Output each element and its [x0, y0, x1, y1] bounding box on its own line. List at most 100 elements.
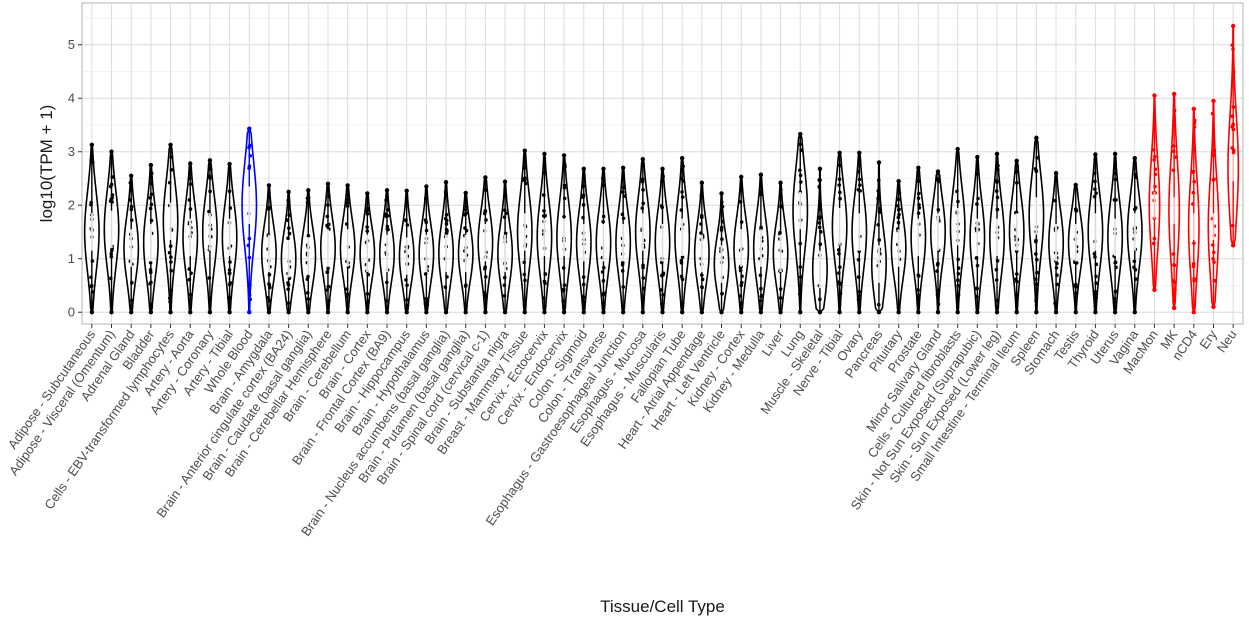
min-point	[522, 310, 527, 315]
data-point	[994, 189, 999, 193]
data-point	[996, 163, 1000, 168]
violin	[1008, 158, 1025, 315]
data-point	[1152, 158, 1156, 162]
min-point	[916, 310, 921, 315]
data-point	[502, 293, 507, 298]
data-point	[779, 193, 783, 198]
data-point	[601, 279, 606, 283]
data-point	[384, 299, 389, 303]
data-point	[975, 202, 979, 206]
violin	[693, 180, 710, 315]
min-point	[1211, 304, 1216, 310]
data-point	[1112, 300, 1117, 305]
max-point	[876, 160, 882, 165]
data-point	[1112, 198, 1117, 202]
y-axis-ticks: 0 1 2 3 4 5	[68, 37, 82, 320]
data-point	[1034, 239, 1038, 244]
min-point	[148, 310, 154, 315]
data-point	[936, 302, 941, 307]
violin	[634, 157, 651, 315]
median-box	[582, 223, 585, 262]
data-point	[897, 212, 901, 217]
min-point	[443, 310, 449, 315]
violin	[752, 172, 769, 315]
data-point	[561, 299, 565, 303]
data-point	[502, 283, 507, 288]
data-point	[1153, 167, 1158, 171]
data-point	[327, 298, 331, 303]
data-point	[1231, 47, 1235, 52]
data-point	[739, 187, 744, 192]
data-point	[1172, 292, 1177, 297]
max-point	[207, 158, 213, 163]
data-point	[306, 233, 311, 238]
data-point	[759, 190, 763, 195]
median-box	[720, 245, 723, 283]
data-point	[325, 270, 330, 274]
min-point	[955, 310, 960, 315]
data-point	[856, 293, 861, 298]
violin	[1087, 152, 1104, 315]
data-point	[1192, 118, 1197, 123]
data-point	[463, 212, 467, 217]
max-point	[620, 165, 626, 170]
data-point	[700, 285, 704, 290]
data-point	[1151, 148, 1156, 152]
min-point	[128, 310, 134, 315]
data-point	[856, 275, 861, 279]
data-point	[679, 208, 684, 212]
data-point	[286, 301, 291, 305]
max-point	[739, 174, 744, 180]
max-point	[424, 184, 429, 189]
data-point	[817, 220, 822, 225]
median-box	[248, 186, 251, 224]
violin	[280, 189, 297, 315]
data-point	[975, 263, 980, 268]
max-point	[1171, 91, 1177, 97]
data-point	[443, 216, 448, 221]
data-point	[1230, 114, 1235, 119]
min-point	[424, 310, 429, 315]
violin	[811, 166, 828, 315]
max-point	[719, 191, 724, 196]
violin	[890, 178, 907, 315]
data-point	[641, 188, 645, 192]
min-point	[1171, 305, 1177, 311]
data-point	[464, 283, 468, 287]
min-point	[168, 310, 173, 315]
data-point	[856, 188, 861, 192]
data-point	[286, 236, 290, 241]
max-point	[857, 150, 862, 155]
data-point	[246, 243, 251, 248]
data-point	[305, 200, 310, 205]
median-box	[1113, 218, 1117, 257]
data-point	[1053, 198, 1057, 203]
data-point	[818, 297, 822, 302]
max-point	[1073, 182, 1078, 188]
max-point	[384, 188, 390, 193]
data-point	[424, 296, 429, 301]
violin	[241, 126, 258, 315]
median-box	[326, 229, 330, 267]
median-box	[464, 234, 467, 273]
data-point	[503, 194, 508, 198]
data-point	[128, 198, 133, 202]
violin	[1048, 170, 1065, 315]
data-point	[917, 206, 922, 210]
data-point	[365, 292, 370, 296]
data-point	[1034, 282, 1039, 287]
data-point	[719, 225, 724, 230]
violin	[398, 188, 415, 315]
max-point	[522, 148, 527, 153]
data-point	[916, 211, 921, 216]
data-point	[247, 236, 252, 241]
data-point	[1172, 144, 1176, 148]
data-point	[267, 283, 272, 287]
data-point	[149, 280, 153, 285]
violin	[1126, 155, 1143, 315]
data-point	[1033, 277, 1038, 281]
data-point	[740, 274, 744, 279]
data-point	[581, 184, 586, 188]
max-point	[365, 191, 370, 196]
median-box	[956, 207, 959, 246]
